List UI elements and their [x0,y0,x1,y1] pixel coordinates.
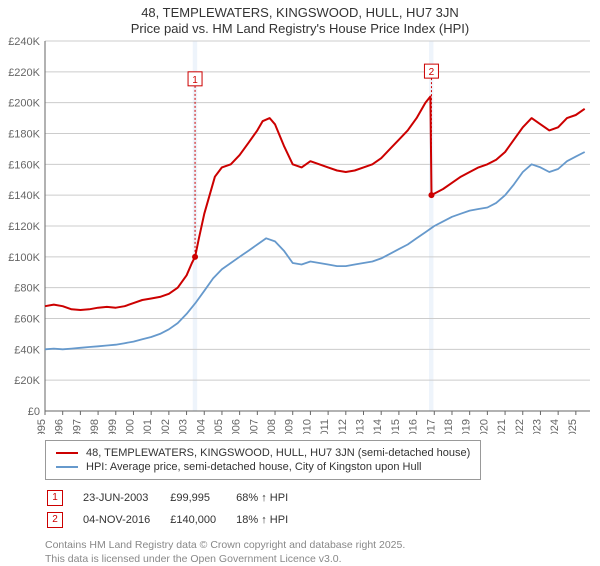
footer-line1: Contains HM Land Registry data © Crown c… [45,538,600,552]
legend-swatch [56,452,78,454]
marker-point [428,192,434,198]
x-tick-label: 2018 [443,419,455,434]
x-tick-label: 2003 [178,419,190,434]
y-tick-label: £40K [14,344,40,356]
x-tick-label: 2022 [514,419,526,434]
x-tick-label: 1999 [107,419,119,434]
x-tick-label: 2002 [160,419,172,434]
x-tick-label: 2012 [337,419,349,434]
marker-point [192,254,198,260]
series-price_paid [45,97,585,311]
x-tick-label: 2016 [408,419,420,434]
x-tick-label: 2011 [319,419,331,434]
x-tick-label: 2006 [231,419,243,434]
x-tick-label: 2000 [124,419,136,434]
x-tick-label: 2023 [531,419,543,434]
x-tick-label: 2017 [425,419,437,434]
y-tick-label: £200K [8,98,40,110]
y-tick-label: £80K [14,283,40,295]
y-tick-label: £160K [8,159,40,171]
x-tick-label: 2004 [195,419,207,434]
x-tick-label: 1995 [36,419,48,434]
legend-label: HPI: Average price, semi-detached house,… [86,461,421,473]
x-tick-label: 1998 [89,419,101,434]
footer-line2: This data is licensed under the Open Gov… [45,552,600,566]
y-tick-label: £20K [14,375,40,387]
marker-number: 1 [192,75,198,86]
x-tick-label: 2014 [372,419,384,434]
marker-cell-n: 2 [47,510,81,530]
plot-area: £0 £20K £40K £60K £80K £100K £120K £140K £160K £1… [0,36,600,434]
marker-number: 2 [429,67,435,78]
x-tick-label: 2001 [142,419,154,434]
marker-box-icon: 2 [47,512,63,528]
marker-cell-n: 1 [47,488,81,508]
y-tick-label: £0 [28,406,40,418]
x-tick-label: 2007 [248,419,260,434]
marker-cell-delta: 68% ↑ HPI [236,488,306,508]
legend-item: 48, TEMPLEWATERS, KINGSWOOD, HULL, HU7 3… [56,447,470,459]
chart-title-block: 48, TEMPLEWATERS, KINGSWOOD, HULL, HU7 3… [0,0,600,36]
marker-cell-date: 23-JUN-2003 [83,488,168,508]
chart-title-line1: 48, TEMPLEWATERS, KINGSWOOD, HULL, HU7 3… [0,5,600,20]
x-tick-label: 2008 [266,419,278,434]
marker-row: 2 04-NOV-2016£140,00018% ↑ HPI [47,510,306,530]
x-tick-label: 2009 [284,419,296,434]
y-tick-label: £60K [14,314,40,326]
legend-label: 48, TEMPLEWATERS, KINGSWOOD, HULL, HU7 3… [86,447,470,459]
legend-item: HPI: Average price, semi-detached house,… [56,461,470,473]
x-tick-label: 2005 [213,419,225,434]
y-tick-label: £120K [8,221,40,233]
y-tick-label: £100K [8,252,40,264]
x-tick-label: 2021 [496,419,508,434]
marker-row: 1 23-JUN-2003£99,99568% ↑ HPI [47,488,306,508]
x-tick-label: 2015 [390,419,402,434]
y-tick-label: £220K [8,67,40,79]
x-tick-label: 2020 [478,419,490,434]
footer-attribution: Contains HM Land Registry data © Crown c… [45,538,600,566]
x-tick-label: 1997 [71,419,83,434]
x-tick-label: 2019 [461,419,473,434]
chart-container: 48, TEMPLEWATERS, KINGSWOOD, HULL, HU7 3… [0,0,600,566]
marker-cell-price: £140,000 [170,510,234,530]
y-tick-label: £140K [8,190,40,202]
x-tick-label: 2025 [567,419,579,434]
legend: 48, TEMPLEWATERS, KINGSWOOD, HULL, HU7 3… [45,440,481,480]
x-tick-label: 1996 [54,419,66,434]
x-tick-label: 2013 [355,419,367,434]
marker-table: 1 23-JUN-2003£99,99568% ↑ HPI 2 04-NOV-2016… [45,486,308,532]
chart-svg: £0 £20K £40K £60K £80K £100K £120K £140K £160K £1… [0,36,600,434]
marker-cell-date: 04-NOV-2016 [83,510,168,530]
x-tick-label: 2024 [549,419,561,434]
marker-cell-delta: 18% ↑ HPI [236,510,306,530]
x-tick-label: 2010 [301,419,313,434]
y-tick-label: £180K [8,129,40,141]
legend-swatch [56,466,78,468]
marker-box-icon: 1 [47,490,63,506]
series-hpi [45,152,585,349]
marker-cell-price: £99,995 [170,488,234,508]
chart-title-line2: Price paid vs. HM Land Registry's House … [0,21,600,36]
y-tick-label: £240K [8,36,40,48]
